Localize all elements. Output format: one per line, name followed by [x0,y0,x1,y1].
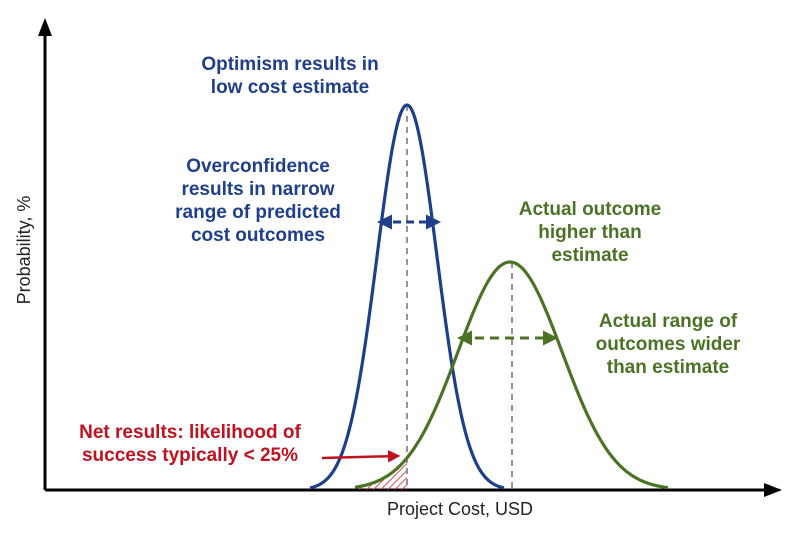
annotation-line: Overconfidence [186,156,330,177]
annotation-line: results in narrow [181,179,334,200]
net-arrow [321,450,401,463]
annotation-line: Optimism results in [201,54,378,75]
annotation-line: estimate [551,245,628,266]
axes [38,18,782,497]
estimate-curve [309,103,505,490]
x-arrow [764,483,782,497]
annotation-line: cost outcomes [191,225,325,246]
actual-curve [354,260,669,490]
annotation-line: low cost estimate [211,77,369,98]
annotation-line: Actual outcome [519,199,662,220]
annotation-line: than estimate [607,357,729,378]
x-label: Project Cost, USD [387,499,533,519]
annotation-line: Actual range of [599,311,738,332]
annotation-line: higher than [538,222,641,243]
hatched-overlap [355,457,407,490]
annotation-line: outcomes wider [596,334,741,355]
annotation-line: success typically < 25% [82,445,298,466]
annotation-line: Net results: likelihood of [79,422,301,443]
annotation-line: range of predicted [175,202,341,223]
y-arrow [38,18,52,36]
y-label: Probability, % [14,196,34,305]
